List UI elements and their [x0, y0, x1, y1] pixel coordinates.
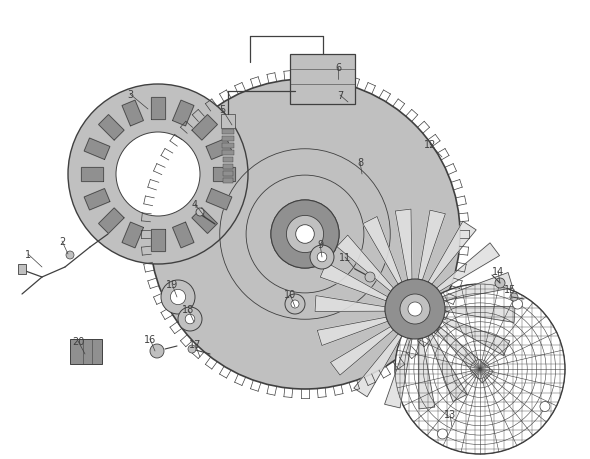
- Text: 4: 4: [192, 200, 198, 210]
- Polygon shape: [442, 318, 510, 356]
- Circle shape: [438, 429, 447, 439]
- Polygon shape: [213, 168, 235, 182]
- Circle shape: [540, 402, 550, 412]
- Bar: [223, 165, 233, 170]
- Circle shape: [410, 327, 420, 337]
- Polygon shape: [363, 217, 402, 285]
- Polygon shape: [395, 210, 412, 280]
- Circle shape: [495, 279, 505, 288]
- Circle shape: [188, 345, 196, 353]
- Circle shape: [150, 80, 460, 389]
- Text: 13: 13: [444, 409, 456, 419]
- Polygon shape: [99, 115, 124, 141]
- Polygon shape: [418, 211, 445, 280]
- Polygon shape: [354, 334, 402, 397]
- Bar: [223, 172, 233, 177]
- Polygon shape: [99, 208, 124, 234]
- Polygon shape: [173, 101, 194, 127]
- Circle shape: [310, 246, 334, 269]
- Polygon shape: [330, 327, 394, 375]
- Bar: [222, 130, 234, 134]
- Text: 5: 5: [219, 105, 225, 115]
- Bar: [290, 55, 355, 105]
- Polygon shape: [437, 243, 500, 292]
- Bar: [222, 137, 234, 142]
- Polygon shape: [173, 223, 194, 248]
- Polygon shape: [84, 189, 110, 211]
- Text: 11: 11: [339, 252, 351, 263]
- Bar: [70, 339, 102, 364]
- Circle shape: [286, 216, 323, 253]
- Text: 18: 18: [182, 304, 194, 314]
- Polygon shape: [192, 115, 217, 141]
- Text: 2: 2: [59, 236, 65, 246]
- Circle shape: [171, 290, 186, 305]
- Text: 17: 17: [189, 339, 201, 349]
- Bar: [222, 151, 234, 156]
- Circle shape: [510, 293, 518, 302]
- Text: 16: 16: [144, 334, 156, 344]
- Polygon shape: [418, 338, 435, 409]
- Text: 1: 1: [25, 249, 31, 259]
- Text: 15: 15: [504, 285, 516, 294]
- Circle shape: [161, 280, 195, 314]
- Circle shape: [68, 85, 248, 264]
- Polygon shape: [192, 208, 217, 234]
- Polygon shape: [151, 98, 165, 120]
- Polygon shape: [428, 222, 476, 285]
- Polygon shape: [445, 307, 515, 323]
- Circle shape: [385, 280, 445, 339]
- Circle shape: [291, 300, 299, 308]
- Polygon shape: [315, 296, 385, 312]
- Text: 19: 19: [166, 280, 178, 289]
- Polygon shape: [437, 327, 493, 383]
- Text: eReplacementParts.com: eReplacementParts.com: [202, 231, 388, 246]
- Polygon shape: [122, 101, 143, 127]
- Text: 9: 9: [317, 240, 323, 249]
- Text: 6: 6: [335, 63, 341, 73]
- Text: 8: 8: [357, 157, 363, 168]
- Circle shape: [150, 344, 164, 358]
- Circle shape: [317, 252, 327, 262]
- Polygon shape: [151, 230, 165, 252]
- Text: 10: 10: [284, 289, 296, 299]
- Bar: [18, 264, 26, 274]
- Circle shape: [66, 252, 74, 259]
- Text: 12: 12: [424, 140, 436, 150]
- Polygon shape: [337, 235, 394, 292]
- Polygon shape: [428, 334, 467, 402]
- Text: 20: 20: [72, 336, 84, 346]
- Polygon shape: [206, 139, 232, 160]
- Text: 14: 14: [492, 266, 504, 276]
- Text: 3: 3: [127, 90, 133, 100]
- Circle shape: [513, 299, 523, 309]
- Polygon shape: [84, 139, 110, 160]
- Circle shape: [178, 308, 202, 331]
- Polygon shape: [317, 318, 388, 346]
- Polygon shape: [320, 263, 388, 301]
- Circle shape: [196, 208, 204, 217]
- Bar: [222, 144, 234, 149]
- Bar: [223, 179, 233, 184]
- Circle shape: [296, 225, 314, 244]
- Polygon shape: [206, 189, 232, 211]
- Circle shape: [185, 314, 195, 324]
- Circle shape: [395, 285, 565, 454]
- Polygon shape: [442, 273, 513, 301]
- Circle shape: [285, 294, 305, 314]
- Polygon shape: [385, 338, 412, 408]
- Circle shape: [116, 133, 200, 217]
- Bar: [222, 157, 234, 162]
- Circle shape: [408, 302, 422, 316]
- Bar: [221, 115, 235, 129]
- Circle shape: [400, 294, 430, 325]
- Polygon shape: [81, 168, 103, 182]
- Text: 7: 7: [337, 91, 343, 101]
- Circle shape: [365, 272, 375, 282]
- Polygon shape: [122, 223, 143, 248]
- Circle shape: [271, 201, 339, 269]
